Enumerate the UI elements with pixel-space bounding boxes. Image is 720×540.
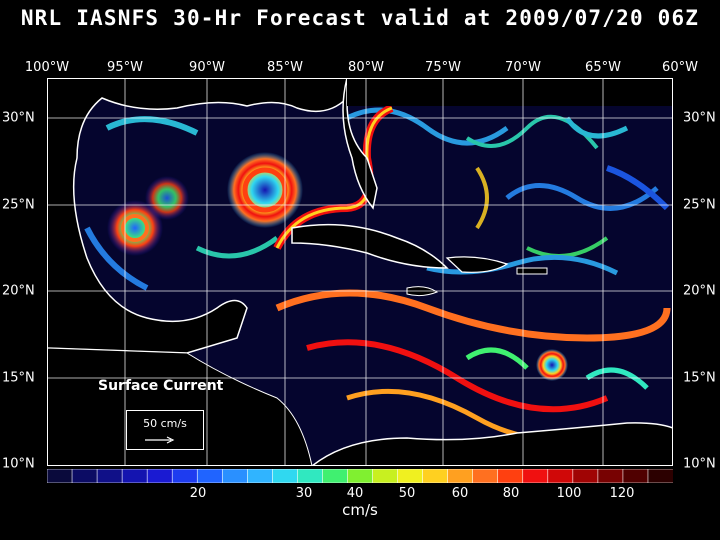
colorbar-segment [372,469,399,483]
central-america-land [47,347,313,466]
colorbar-segment [647,469,673,483]
lat-label-right: 30°N [683,110,716,126]
lat-label-right: 20°N [683,283,716,299]
reference-vector-label: 50 cm/s [143,417,187,430]
current-texture [84,107,670,291]
colorbar-tick: 30 [295,486,313,501]
lat-label-left: 25°N [2,197,35,213]
western-gulf-eddy [107,200,163,256]
colorbar-segment [572,469,599,483]
colorbar-segment [247,469,274,483]
south-america-land [310,422,673,466]
colorbar-segment [347,469,374,483]
colorbar-units: cm/s [342,501,378,519]
colorbar-segment [622,469,649,483]
lat-label-right: 15°N [683,370,716,386]
eddy-ring [121,214,149,242]
lat-label-left: 20°N [2,283,35,299]
colorbar-tick: 120 [609,486,635,501]
color-scale-bar [47,469,673,483]
gulf-eddy [145,176,189,220]
colorbar-tick: 20 [189,486,207,501]
lat-label-left: 30°N [2,110,35,126]
lon-label: 100°W [24,60,70,75]
florida-peninsula [342,78,378,210]
surface-current-label: Surface Current [98,378,224,394]
lat-label-left: 10°N [2,456,35,472]
north-land [347,78,673,106]
cuba [291,223,449,269]
caribbean-current [275,289,671,342]
colorbar-segment [196,469,224,483]
lon-label: 85°W [267,60,303,75]
colorbar-segment [447,469,474,483]
lon-label: 95°W [107,60,143,75]
colorbar-tick: 50 [398,486,416,501]
colorbar-segment [547,469,574,483]
colorbar-segment [121,469,148,483]
colorbar-segment [47,469,73,483]
hispaniola [445,256,509,273]
colorbar-segment [96,469,123,483]
colorbar-segment [322,469,349,483]
lon-label: 75°W [425,60,461,75]
north-america-land [47,78,348,354]
lat-label-left: 15°N [2,370,35,386]
map-title: NRL IASNFS 30-Hr Forecast valid at 2009/… [20,6,700,30]
colorbar-segment [472,469,499,483]
colorbar-segment [272,469,299,483]
colorbar-tick: 80 [502,486,520,501]
lat-label-right: 10°N [683,456,716,472]
lat-label-right: 25°N [683,197,716,213]
colorbar-segment [221,469,249,483]
lon-label: 70°W [505,60,541,75]
current-speed-map [47,78,673,466]
lon-label: 65°W [585,60,621,75]
lon-label: 60°W [662,60,698,75]
loop-current-eddy [227,152,303,228]
reference-arrow-icon [145,436,175,444]
caribbean-eddy [536,349,568,381]
lon-label: 80°W [348,60,384,75]
colorbar-segment [146,469,174,483]
colorbar-tick: 40 [346,486,364,501]
lon-label: 90°W [189,60,225,75]
colorbar-segment [522,469,549,483]
graticule [47,78,673,466]
reference-vector-box: 50 cm/s [126,410,204,450]
colorbar-tick: 60 [451,486,469,501]
puerto-rico [516,267,548,275]
map-frame [47,78,673,466]
colorbar-segment [297,469,324,483]
colorbar-segment [71,469,98,483]
colorbar-segment [171,469,199,483]
colorbar-segment [397,469,424,483]
colorbar-segment [597,469,624,483]
colorbar-tick: 100 [556,486,582,501]
colorbar-segment [422,469,449,483]
colorbar-segment [497,469,524,483]
